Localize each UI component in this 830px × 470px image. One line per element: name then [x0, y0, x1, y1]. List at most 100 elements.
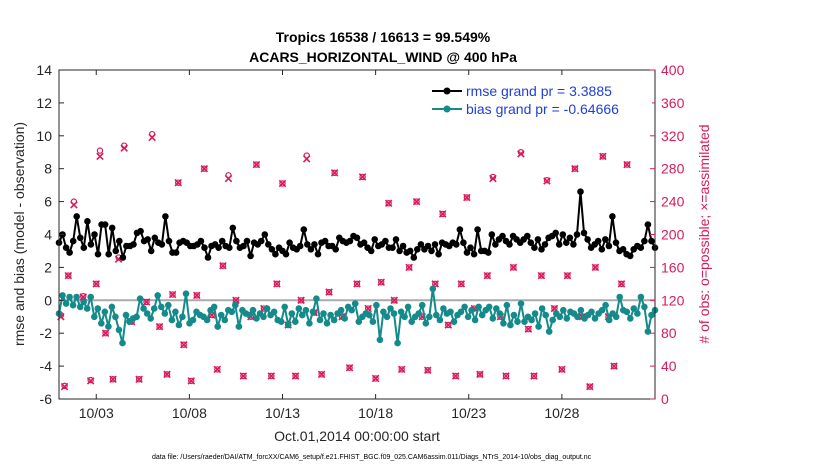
rmse-data-point — [619, 246, 627, 253]
obs-possible-marker — [135, 376, 143, 383]
bias-data-point — [383, 313, 391, 321]
bias-data-point — [172, 308, 179, 316]
chart-subtitle: ACARS_HORIZONTAL_WIND @ 400 hPa — [249, 49, 517, 65]
x-tick-label: 10/03 — [79, 405, 114, 421]
obs-possible-marker — [538, 272, 545, 279]
bias-data-point — [489, 315, 497, 322]
bias-data-point — [528, 316, 535, 324]
rmse-data-point — [73, 213, 80, 220]
rmse-data-point — [162, 213, 169, 220]
bias-data-point — [429, 285, 437, 293]
y-tick-label-right: 400 — [661, 62, 685, 78]
y-axis-label-right: # of obs: o=possible; ×=assimilated — [696, 124, 712, 343]
y-tick-label-left: 0 — [44, 292, 52, 308]
rmse-data-point — [304, 241, 311, 248]
bias-data-point — [284, 321, 292, 329]
obs-assimilated-marker — [278, 179, 287, 188]
x-axis-label: Oct.01,2014 00:00:00 start — [274, 428, 440, 444]
obs-possible-marker — [156, 323, 163, 330]
rmse-data-point — [108, 224, 116, 232]
bias-data-point — [203, 316, 211, 324]
rmse-data-point — [648, 237, 655, 245]
bias-data-point — [133, 313, 140, 321]
obs-possible-marker — [201, 165, 208, 172]
bias-data-point — [457, 308, 465, 316]
obs-possible-marker — [623, 161, 631, 168]
obs-possible-marker — [143, 298, 150, 306]
bias-data-point — [623, 308, 631, 316]
rmse-data-point — [204, 254, 212, 261]
bias-data-point — [461, 303, 468, 311]
obs-assimilated-marker — [558, 365, 566, 374]
series-group — [55, 188, 659, 347]
bias-data-point — [510, 311, 518, 319]
bias-data-point — [277, 318, 285, 326]
rmse-data-point — [300, 226, 308, 233]
rmse-data-point — [435, 250, 442, 258]
obs-possible-marker — [525, 325, 532, 333]
obs-assimilated-marker — [397, 365, 406, 374]
x-tick-label: 10/23 — [451, 405, 486, 421]
obs-possible-marker — [502, 372, 510, 380]
obs-possible-marker — [432, 280, 439, 288]
rmse-data-point — [577, 188, 584, 195]
rmse-data-point — [524, 232, 531, 240]
rmse-data-point — [367, 247, 375, 255]
bias-data-point — [517, 300, 525, 307]
bias-data-point — [376, 336, 384, 344]
y-tick-label-left: 4 — [44, 227, 52, 243]
obs-assimilated-marker — [155, 322, 164, 331]
obs-assimilated-marker — [586, 382, 594, 391]
obs-possible-marker — [346, 364, 353, 371]
obs-assimilated-marker — [599, 152, 607, 161]
obs-assimilated-marker — [571, 164, 579, 173]
rmse-data-point — [552, 229, 559, 237]
obs-possible-marker — [331, 169, 338, 177]
bias-data-point — [210, 303, 218, 311]
obs-possible-marker — [109, 376, 117, 383]
rmse-data-point — [609, 213, 616, 220]
rmse-data-point — [332, 246, 340, 253]
obs-assimilated-marker — [213, 365, 222, 374]
rmse-data-point — [321, 237, 329, 245]
obs-assimilated-marker — [412, 197, 421, 206]
y-tick-label-left: -2 — [40, 325, 53, 341]
bias-data-point — [91, 313, 98, 321]
y-tick-label-right: 0 — [661, 391, 669, 407]
obs-possible-marker — [405, 264, 413, 271]
rmse-data-point — [311, 241, 318, 248]
bias-data-point — [150, 305, 158, 312]
rmse-data-point — [346, 237, 354, 245]
bias-data-point — [394, 339, 401, 347]
x-tick-label: 10/08 — [172, 405, 207, 421]
bias-data-point — [366, 311, 373, 319]
obs-assimilated-marker — [463, 193, 471, 202]
rmse-data-point — [314, 250, 322, 258]
bias-data-point — [588, 308, 595, 316]
obs-assimilated-marker — [224, 174, 233, 183]
rmse-data-point — [112, 247, 120, 255]
obs-assimilated-marker — [148, 133, 156, 142]
rmse-data-point — [456, 226, 464, 233]
bias-data-point — [369, 318, 377, 326]
x-axis: 10/03 10/08 10/13 10/18 10/23 10/28 — [79, 70, 580, 421]
bias-data-point — [390, 310, 398, 317]
rmse-data-point — [531, 244, 538, 251]
y-tick-label-right: 360 — [661, 95, 685, 111]
rmse-data-point — [268, 246, 276, 253]
obs-assimilated-marker — [345, 363, 354, 372]
obs-possible-marker — [592, 264, 599, 271]
bias-data-point — [313, 295, 320, 303]
obs-assimilated-marker — [92, 280, 101, 288]
obs-assimilated-marker — [483, 271, 492, 280]
bias-data-point — [574, 313, 581, 321]
bias-data-point — [404, 303, 412, 311]
legend-rmse-label: rmse grand pr = 3.3885 — [466, 83, 612, 99]
bias-data-point — [108, 303, 116, 311]
obs-assimilated-marker — [109, 375, 117, 384]
bias-data-point — [115, 326, 123, 334]
rmse-data-point — [77, 234, 84, 242]
rmse-data-point — [559, 231, 567, 238]
bias-data-point — [542, 311, 549, 319]
